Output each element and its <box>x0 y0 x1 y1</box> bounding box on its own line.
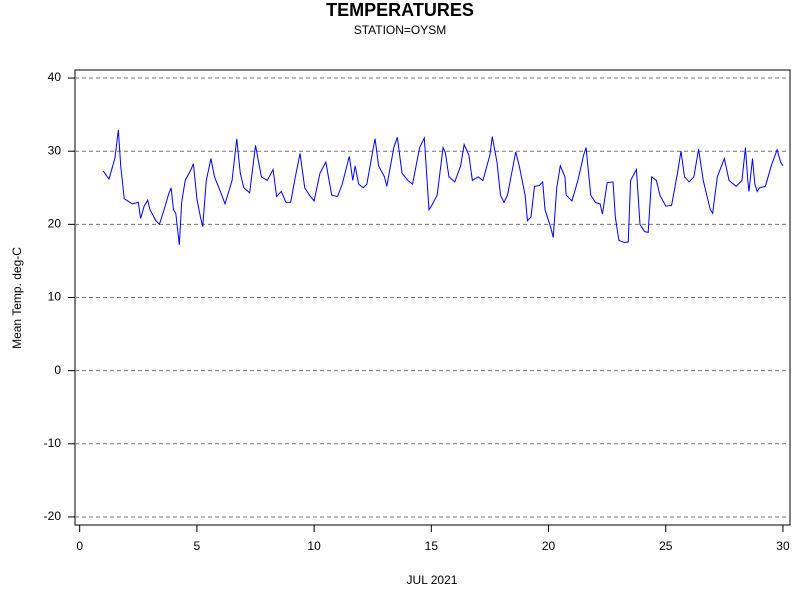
y-tick-label: 10 <box>48 290 62 304</box>
x-axis-label: JUL 2021 <box>407 573 458 587</box>
chart-title: TEMPERATURES <box>326 0 474 20</box>
chart-subtitle: STATION=OYSM <box>354 23 447 37</box>
y-tick-label: 40 <box>48 70 62 84</box>
y-tick-label: 20 <box>48 217 62 231</box>
y-tick-label: -10 <box>44 436 62 450</box>
x-tick-label: 20 <box>542 539 556 553</box>
x-tick-label: 15 <box>425 539 439 553</box>
x-tick-label: 25 <box>659 539 673 553</box>
y-axis-label: Mean Temp. deg-C <box>10 247 24 349</box>
x-tick-label: 0 <box>76 539 83 553</box>
data-line <box>102 129 784 245</box>
x-tick-label: 10 <box>307 539 321 553</box>
x-tick-label: 30 <box>776 539 790 553</box>
x-tick-label: 5 <box>194 539 201 553</box>
y-tick-label: 0 <box>54 363 61 377</box>
y-tick-label: -20 <box>44 509 62 523</box>
y-tick-label: 30 <box>48 143 62 157</box>
